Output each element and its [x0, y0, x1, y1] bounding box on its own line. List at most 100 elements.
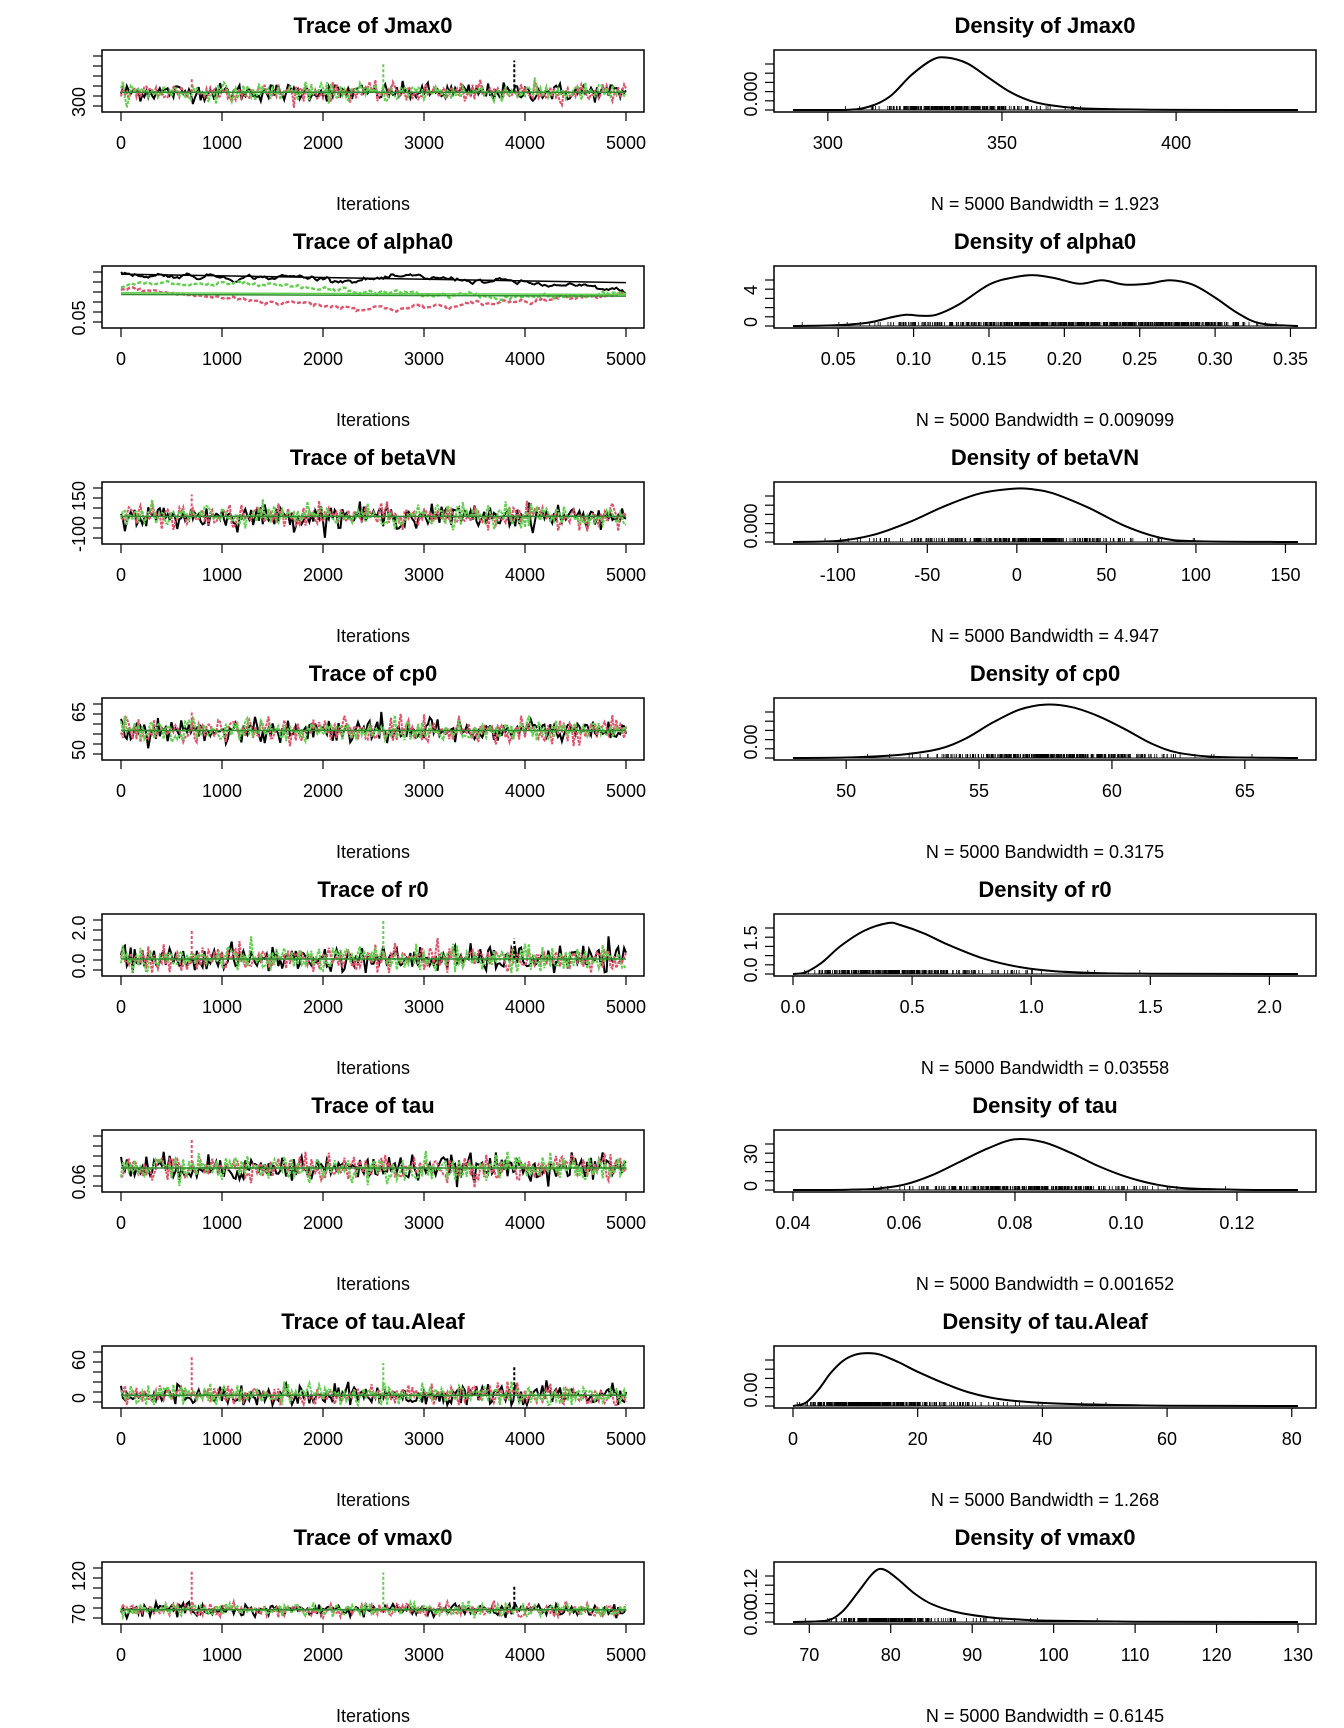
- y-tick-label: 0.00: [741, 1372, 761, 1407]
- density-panel-6: Density of tau.Aleaf 0 20 40 60 80 0.00 N = 500…: [741, 1309, 1317, 1510]
- x-tick-label: 80: [1282, 1429, 1302, 1449]
- panel-title: Trace of r0: [317, 877, 428, 902]
- chain-3-trace: [120, 1379, 627, 1408]
- rug-marks: [873, 1186, 1226, 1190]
- y-tick-label: 0.06: [69, 1164, 89, 1199]
- panel-title: Density of r0: [978, 877, 1111, 902]
- panel-title: Density of alpha0: [954, 229, 1136, 254]
- x-tick-label: 3000: [404, 349, 444, 369]
- trace-panel-3: Trace of cp0 0 1000 2000 3000 4000 5000 50 65 Ite…: [69, 661, 646, 862]
- trace-panel-7: Trace of vmax0 0 1000 2000 3000 4000 5000 70 120…: [69, 1525, 646, 1726]
- plot-frame: [773, 1129, 1317, 1193]
- y-tick-label: 0.000: [741, 71, 761, 116]
- y-tick-label: 0: [69, 1393, 89, 1403]
- x-tick-label: 0: [116, 781, 126, 801]
- x-tick-label: 1.5: [1138, 997, 1163, 1017]
- plot-frame: [101, 265, 645, 329]
- x-tick-label: 1.0: [1019, 997, 1044, 1017]
- x-tick-label: 110: [1121, 1645, 1150, 1665]
- x-axis-label: Iterations: [336, 842, 410, 862]
- y-tick-label: 30: [741, 1144, 761, 1164]
- x-tick-label: 0.5: [900, 997, 925, 1017]
- x-tick-label: 5000: [606, 133, 646, 153]
- x-tick-label: 1000: [202, 1213, 242, 1233]
- x-tick-label: 4000: [505, 349, 545, 369]
- x-tick-label: 3000: [404, 1645, 444, 1665]
- panel-title: Trace of Jmax0: [294, 13, 453, 38]
- y-tick-label: -100: [69, 516, 89, 552]
- chain-3-trace: [120, 499, 627, 531]
- x-tick-label: -50: [914, 565, 940, 585]
- x-tick-label: 0.08: [997, 1213, 1032, 1233]
- trace-panel-1: Trace of alpha0 0 1000 2000 3000 4000 5000 0.05…: [69, 229, 646, 430]
- x-tick-label: 2000: [303, 133, 343, 153]
- x-tick-label: 2000: [303, 1213, 343, 1233]
- x-tick-label: 0: [116, 1429, 126, 1449]
- y-tick-label: 2.0: [69, 915, 89, 940]
- rug-marks: [845, 106, 1081, 110]
- x-axis-label: Iterations: [336, 1274, 410, 1294]
- x-tick-label: 0.0: [780, 997, 805, 1017]
- panel-title: Trace of alpha0: [293, 229, 453, 254]
- x-tick-label: 1000: [202, 781, 242, 801]
- x-tick-label: 1000: [202, 565, 242, 585]
- x-tick-label: 3000: [404, 997, 444, 1017]
- panel-title: Trace of vmax0: [294, 1525, 453, 1550]
- x-tick-label: 0.04: [775, 1213, 810, 1233]
- x-tick-label: 5000: [606, 1429, 646, 1449]
- chain-3-trace: [120, 715, 627, 745]
- x-tick-label: 4000: [505, 133, 545, 153]
- x-tick-label: 0.35: [1273, 349, 1308, 369]
- y-tick-label: 0.12: [741, 1568, 761, 1603]
- plot-frame: [101, 1561, 645, 1625]
- density-panel-3: Density of cp0 50 55 60 65 0.00 N = 5000 Bandw…: [741, 661, 1317, 862]
- chain-2-trace: [120, 500, 627, 532]
- x-tick-label: 350: [987, 133, 1017, 153]
- x-tick-label: 0: [116, 1213, 126, 1233]
- x-axis-label: Iterations: [336, 626, 410, 646]
- trace-panel-6: Trace of tau.Aleaf 0 1000 2000 3000 4000 5000 0…: [69, 1309, 646, 1510]
- x-tick-label: 5000: [606, 349, 646, 369]
- density-curve: [792, 1137, 1299, 1191]
- x-tick-label: 0.10: [1108, 1213, 1143, 1233]
- y-tick-label: 70: [69, 1604, 89, 1624]
- x-tick-label: 0.20: [1047, 349, 1082, 369]
- density-panel-1: Density of alpha0 0.05 0.10 0.15 0.20 0.25 0.3…: [741, 229, 1317, 430]
- panel-title: Density of tau.Aleaf: [942, 1309, 1148, 1334]
- x-tick-label: 5000: [606, 997, 646, 1017]
- x-tick-label: 0: [788, 1429, 798, 1449]
- x-tick-label: 1000: [202, 1429, 242, 1449]
- y-tick-label: 60: [69, 1350, 89, 1370]
- panel-title: Trace of tau: [311, 1093, 434, 1118]
- density-subtitle: N = 5000 Bandwidth = 1.923: [931, 194, 1159, 214]
- x-tick-label: 0: [116, 1645, 126, 1665]
- density-panel-7: Density of vmax0 70 80 90 100 110 120 130 0.000.…: [741, 1525, 1317, 1726]
- plot-frame: [773, 265, 1317, 329]
- x-tick-label: 1000: [202, 133, 242, 153]
- y-tick-label: 0: [741, 1181, 761, 1191]
- rug-marks: [867, 754, 1253, 758]
- chain-3-trace: [120, 1598, 627, 1621]
- running-mean-line: [120, 292, 627, 296]
- density-subtitle: N = 5000 Bandwidth = 0.001652: [916, 1274, 1174, 1294]
- density-subtitle: N = 5000 Bandwidth = 1.268: [931, 1490, 1159, 1510]
- plot-frame: [773, 1561, 1317, 1625]
- x-tick-label: 65: [1235, 781, 1255, 801]
- x-tick-label: 2000: [303, 997, 343, 1017]
- x-tick-label: 1000: [202, 1645, 242, 1665]
- x-tick-label: 2000: [303, 1645, 343, 1665]
- x-tick-label: 50: [836, 781, 856, 801]
- plot-frame: [773, 481, 1317, 545]
- plot-frame: [773, 697, 1317, 761]
- x-axis-label: Iterations: [336, 410, 410, 430]
- x-tick-label: 0.05: [821, 349, 856, 369]
- x-tick-label: 100: [1181, 565, 1211, 585]
- y-tick-label: 150: [69, 481, 89, 511]
- x-tick-label: 5000: [606, 1645, 646, 1665]
- y-tick-label: 300: [69, 87, 89, 117]
- panel-title: Trace of tau.Aleaf: [281, 1309, 465, 1334]
- x-tick-label: 300: [813, 133, 843, 153]
- x-tick-label: 1000: [202, 997, 242, 1017]
- trace-panel-4: Trace of r0 0 1000 2000 3000 4000 5000 0.0 2.0 It…: [69, 877, 646, 1078]
